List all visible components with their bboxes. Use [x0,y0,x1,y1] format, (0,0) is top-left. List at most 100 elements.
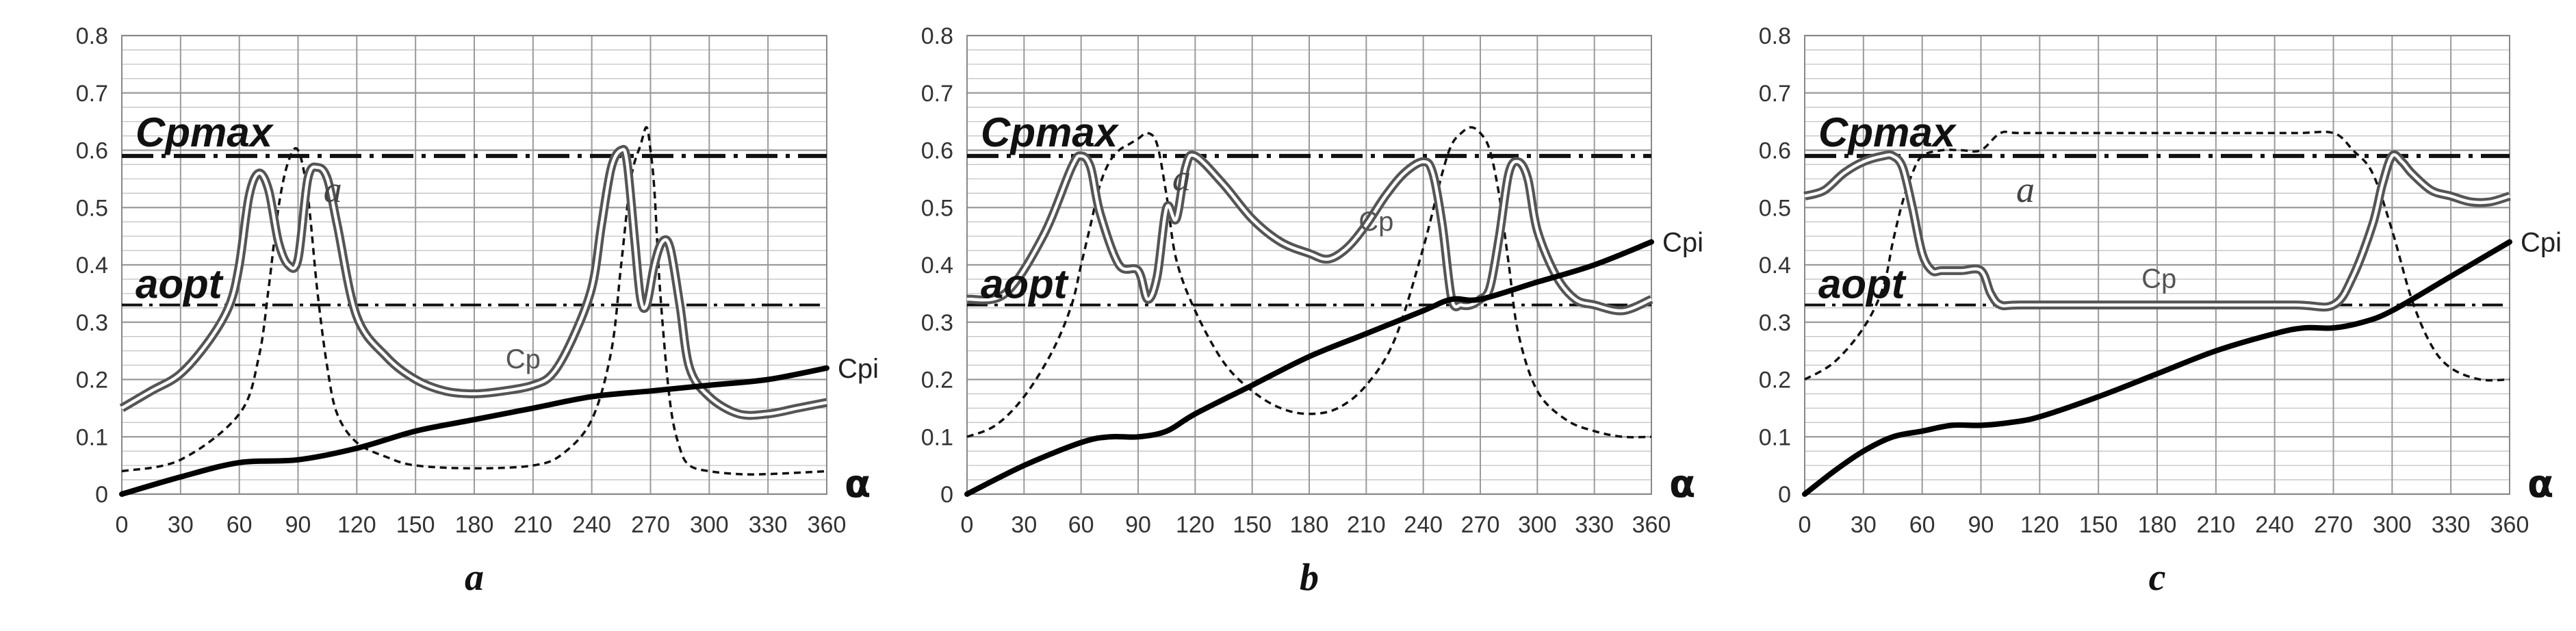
plot-frame [966,35,1652,495]
x-axis-alpha-label: α [1669,462,1695,506]
series-a-label: a [1172,157,1191,198]
x-tick-label: 120 [2020,512,2059,538]
y-tick-label: 0.5 [76,195,108,221]
plot-frame [121,35,827,495]
y-tick-label: 0.8 [76,23,108,49]
y-tick-label: 0.5 [1759,195,1791,221]
x-tick-label: 90 [1125,512,1151,538]
y-tick-label: 0.7 [76,81,108,107]
x-tick-label: 0 [116,512,129,538]
x-tick-label: 180 [1290,512,1329,538]
x-tick-label: 210 [2196,512,2235,538]
aopt-label: aopt [981,261,1070,307]
series-cpi-label: Cpi [2521,228,2562,258]
series-cp-line-inner [120,148,827,417]
x-tick-label: 300 [690,512,729,538]
x-axis-alpha-label: α [2527,462,2553,506]
y-tick-label: 0.6 [1759,138,1791,164]
series-cp-label: Cp [1358,207,1393,237]
y-tick-label: 0.3 [1759,310,1791,336]
x-tick-label: 120 [337,512,376,538]
y-tick-label: 0.6 [921,138,953,164]
x-tick-label: 270 [1461,512,1500,538]
y-tick-label: 0.1 [1759,424,1791,450]
y-tick-label: 0.3 [76,310,108,336]
series-cpi-label: Cpi [838,354,879,384]
y-tick-label: 0.7 [921,81,953,107]
subfigure-label: b [1300,556,1319,599]
cpmax-label: Cpmax [136,110,274,155]
y-tick-label: 0.2 [76,368,108,394]
y-tick-label: 0.1 [921,424,953,450]
series-cp-line-inner [966,153,1652,313]
y-tick-label: 0.4 [921,253,953,279]
x-tick-label: 30 [1851,512,1877,538]
x-tick-label: 30 [1011,512,1037,538]
x-tick-label: 240 [572,512,611,538]
y-tick-label: 0.1 [76,424,108,450]
chart-panel-a: 0 0.1 0.2 0.3 0.4 0.5 0.6 0.7 0.8 0 30 60 90 120 150 18… [76,23,879,599]
aopt-label: aopt [136,261,224,307]
y-tick-label: 0.6 [76,138,108,164]
x-tick-label: 60 [1068,512,1094,538]
x-tick-label: 300 [2373,512,2412,538]
x-tick-label: 330 [2432,512,2471,538]
y-tick-label: 0 [95,482,108,508]
x-tick-label: 360 [2490,512,2529,538]
y-tick-label: 0.5 [921,195,953,221]
grid [121,34,827,495]
cpmax-label: Cpmax [981,110,1120,155]
y-tick-label: 0.4 [76,253,108,279]
plot-frame [1804,35,2510,495]
aopt-label: aopt [1818,261,1907,307]
x-axis-alpha-label: α [845,462,871,506]
subfigure-label: c [2149,556,2166,599]
x-tick-label: 360 [1632,512,1671,538]
series-cpi-label: Cpi [1662,228,1703,258]
series-a-label: a [324,169,342,210]
series-a-line [1804,130,2510,382]
x-tick-label: 180 [2138,512,2177,538]
cpmax-label: Cpmax [1818,110,1957,155]
y-tick-label: 0.2 [921,368,953,394]
chart-panel-b: 0 0.1 0.2 0.3 0.4 0.5 0.6 0.7 0.8 0 30 60 90 120 150 18… [921,23,1703,599]
y-tick-label: 0.2 [1759,368,1791,394]
x-tick-label: 210 [513,512,552,538]
series-cp-label: Cp [2141,264,2176,294]
x-tick-label: 270 [2314,512,2353,538]
series-a-label: a [2016,169,2035,210]
x-tick-label: 120 [1176,512,1215,538]
x-tick-label: 60 [1909,512,1935,538]
subfigure-label: a [465,556,484,599]
x-tick-label: 330 [749,512,788,538]
x-tick-label: 0 [961,512,974,538]
x-tick-label: 150 [396,512,435,538]
x-tick-label: 90 [1968,512,1994,538]
x-tick-label: 150 [2079,512,2118,538]
y-tick-label: 0 [1778,482,1791,508]
x-tick-label: 270 [631,512,670,538]
x-tick-label: 240 [1404,512,1443,538]
x-tick-label: 210 [1347,512,1386,538]
y-tick-label: 0 [940,482,953,508]
series-a-line [121,126,827,476]
x-tick-label: 30 [168,512,194,538]
chart-panel-c: 0 0.1 0.2 0.3 0.4 0.5 0.6 0.7 0.8 0 30 60 90 120 150 18… [1759,23,2562,599]
x-tick-label: 300 [1518,512,1557,538]
x-tick-label: 60 [227,512,253,538]
y-tick-label: 0.8 [1759,23,1791,49]
series-cpi-line [1802,239,2512,497]
x-tick-label: 90 [285,512,311,538]
y-tick-label: 0.8 [921,23,953,49]
x-tick-label: 330 [1575,512,1614,538]
x-tick-label: 240 [2255,512,2294,538]
x-tick-label: 150 [1233,512,1272,538]
x-tick-label: 360 [808,512,847,538]
x-tick-label: 0 [1799,512,1812,538]
y-tick-label: 0.3 [921,310,953,336]
series-cp-line-inner [1804,153,2510,309]
y-tick-label: 0.4 [1759,253,1791,279]
series-cpi-line [964,239,1654,497]
x-tick-label: 180 [455,512,494,538]
